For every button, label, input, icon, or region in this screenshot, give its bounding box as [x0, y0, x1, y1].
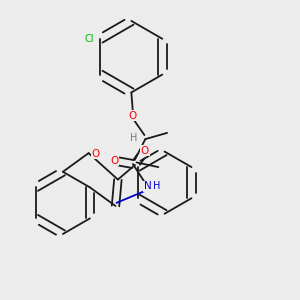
- Text: O: O: [129, 111, 137, 121]
- Text: O: O: [91, 149, 100, 159]
- Text: N: N: [144, 182, 152, 191]
- Text: Cl: Cl: [85, 34, 94, 44]
- Text: O: O: [111, 156, 119, 166]
- Text: H: H: [130, 133, 137, 142]
- Text: O: O: [141, 146, 149, 156]
- Text: H: H: [154, 182, 161, 191]
